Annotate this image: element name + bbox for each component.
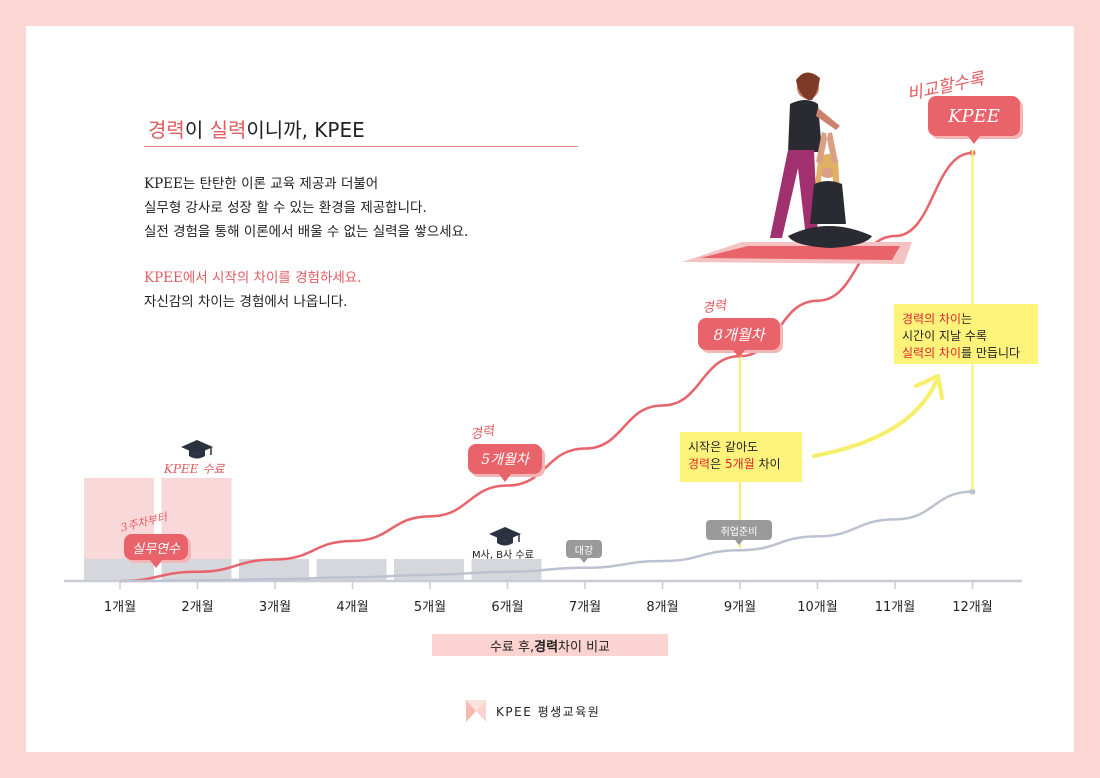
x-tick-label: 3개월	[258, 600, 292, 615]
arrow-curve	[812, 380, 938, 458]
caption-part: 수료 후,	[489, 639, 535, 655]
note-diff-line2: 시간이 지날 수록	[902, 329, 987, 343]
note-text: 는	[961, 312, 973, 326]
lines-layer	[119, 149, 976, 583]
chart-caption: 수료 후, 경력 차이 비교	[432, 634, 668, 656]
intro-line-1: KPEE는 탄탄한 이론 교육 제공과 더불어	[144, 176, 379, 192]
headline-rule	[144, 146, 578, 147]
mb-done-label: M사, B사 수료	[472, 550, 534, 561]
x-tick-label: 8개월	[646, 600, 679, 615]
note-red: 5개월	[724, 457, 755, 471]
x-tick-label: 1개월	[103, 600, 137, 615]
x-tick-label: 4개월	[336, 600, 369, 615]
x-tick-label: 12개월	[952, 600, 993, 615]
arrow-head	[914, 374, 944, 400]
gray-bar	[394, 559, 464, 581]
top-tag: KPEE	[928, 96, 1020, 144]
x-tick-label: 11개월	[874, 600, 916, 615]
gray-bar	[84, 559, 154, 581]
caption-part: 차이 비교	[558, 639, 611, 655]
caption-bold: 경력	[534, 639, 559, 655]
yoga-illustration	[682, 72, 912, 264]
x-tick-label: 10개월	[797, 600, 838, 615]
x-tick-label: 9개월	[723, 600, 757, 615]
graduation-cap-icon	[181, 440, 213, 459]
daegang-tag: 대강	[566, 540, 602, 563]
note-text: 차이	[754, 457, 781, 471]
note-text: 를 만듭니다	[961, 346, 1021, 360]
note-red: 경력의 차이	[902, 312, 962, 326]
intro-line-5: 자신감의 차이는 경험에서 나옵니다.	[144, 294, 348, 310]
kpee-done-label: KPEE 수료	[164, 462, 225, 476]
gray-bar	[471, 559, 542, 581]
gray-bar	[239, 559, 309, 581]
bars-layer	[84, 478, 542, 581]
headline-word-skill: 실력	[209, 118, 247, 142]
note-text: 은	[710, 457, 725, 471]
footer-brand: KPEE 평생교육원	[466, 700, 600, 722]
poster-card	[26, 26, 1074, 752]
m8-tag: 8개월차	[698, 318, 780, 358]
m8-caption: 경력	[701, 298, 728, 317]
note-start-line2: 경력은 5개월 차이	[688, 456, 794, 473]
gray-bar	[316, 559, 387, 581]
x-tick-label: 5개월	[413, 600, 447, 615]
job-prep-tag: 취업준비	[706, 520, 772, 545]
headline: 경력이 실력이니까, KPEE	[148, 114, 365, 143]
note-start: 시작은 같아도 경력은 5개월 차이	[680, 432, 802, 482]
note-diff-line1: 경력의 차이는	[902, 311, 1030, 328]
practice-tag: 실무연수	[124, 534, 188, 568]
other-series-line	[119, 490, 973, 583]
x-tick-label: 2개월	[181, 600, 214, 615]
gray-bar	[161, 559, 232, 581]
x-tick-label: 7개월	[568, 600, 602, 615]
kpee-series-line	[119, 151, 973, 583]
kpee-logo-icon	[466, 700, 486, 722]
headline-word-career: 경력	[148, 118, 185, 142]
note-diff-line3: 실력의 차이를 만듭니다	[902, 345, 1030, 362]
graduation-cap-icon	[489, 527, 521, 546]
note-diff: 경력의 차이는 시간이 지날 수록 실력의 차이를 만듭니다	[894, 304, 1038, 364]
intro-line-2: 실무형 강사로 성장 할 수 있는 환경을 제공합니다.	[144, 200, 427, 216]
axis-layer	[64, 579, 1022, 589]
x-tick-label: 6개월	[491, 600, 524, 615]
note-red: 실력의 차이	[902, 346, 962, 360]
series-end-point	[969, 488, 976, 495]
headline-part: 이니까, KPEE	[246, 118, 365, 142]
note-start-line1: 시작은 같아도	[688, 440, 759, 454]
note-red: 경력	[688, 457, 711, 471]
footer-brand-text: KPEE 평생교육원	[496, 704, 601, 719]
headline-part: 이	[184, 118, 210, 142]
intro-line-4: KPEE에서 시작의 차이를 경험하세요.	[144, 270, 362, 286]
intro-line-3: 실전 경험을 통해 이론에서 배울 수 없는 실력을 쌓으세요.	[144, 224, 469, 240]
m5-tag: 5개월차	[468, 444, 542, 482]
